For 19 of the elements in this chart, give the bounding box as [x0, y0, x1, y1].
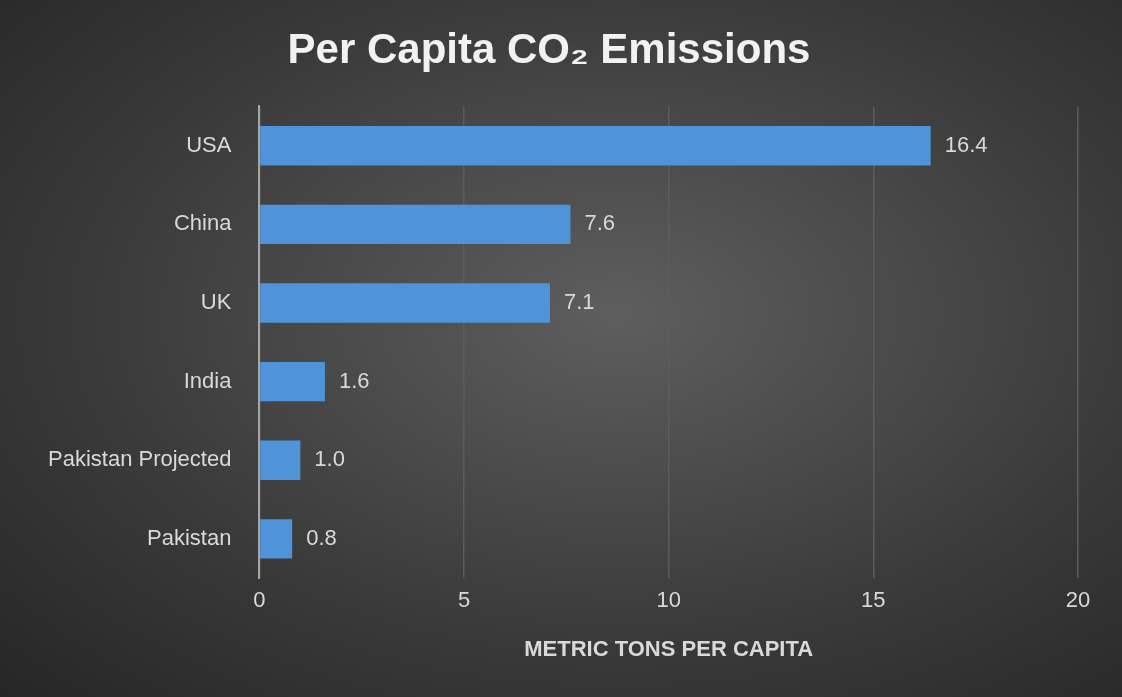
- chart-title: Per Capita CO₂ Emissions: [287, 24, 811, 72]
- y-tick-label: India: [183, 367, 233, 393]
- data-label: 7.6: [584, 210, 616, 236]
- y-tick-label: China: [173, 210, 233, 236]
- y-tick-label: Pakistan Projected: [48, 446, 232, 472]
- data-label: 7.1: [564, 289, 595, 315]
- y-tick-label: Pakistan: [147, 524, 232, 550]
- x-axis-title: METRIC TONS PER CAPITA: [524, 635, 814, 661]
- y-tick-label: UK: [200, 289, 232, 315]
- data-label: 1.0: [314, 446, 345, 472]
- x-tick-label: 0: [253, 587, 266, 613]
- y-tick-label: USA: [186, 131, 232, 157]
- x-tick-label: 15: [861, 587, 886, 613]
- x-tick-label: 5: [457, 587, 471, 613]
- data-label: 1.6: [338, 367, 370, 393]
- data-label: 16.4: [944, 131, 988, 157]
- x-tick-label: 10: [656, 587, 681, 613]
- data-label: 0.8: [306, 524, 337, 550]
- x-tick-label: 20: [1065, 587, 1091, 613]
